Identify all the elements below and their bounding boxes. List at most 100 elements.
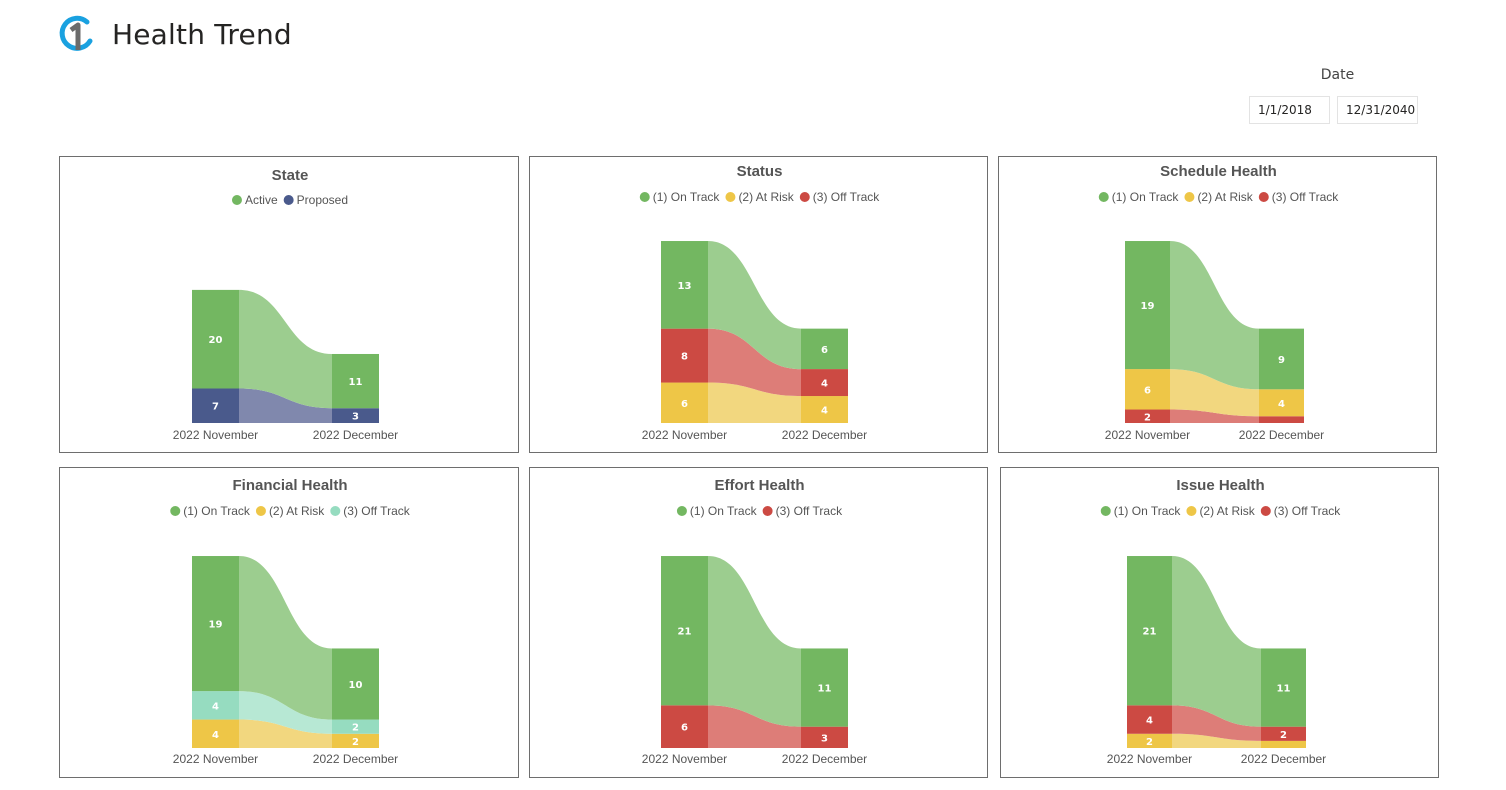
chart-title: Schedule Health xyxy=(1160,163,1277,180)
ribbon-proposed[interactable] xyxy=(239,388,332,423)
legend-item-1-on-track[interactable]: (1) On Track xyxy=(676,504,758,518)
bar-1-on-track-2022-december[interactable] xyxy=(1261,648,1306,727)
bar-2-at-risk-2022-december[interactable] xyxy=(801,396,848,423)
ribbon-active[interactable] xyxy=(239,289,332,409)
bar-1-on-track-2022-december[interactable] xyxy=(1259,328,1304,390)
bar-2-at-risk-2022-december[interactable] xyxy=(1261,740,1306,748)
ribbons xyxy=(239,289,332,423)
bars xyxy=(192,289,379,423)
ribbon-3-off-track[interactable] xyxy=(1172,705,1261,741)
bar-2-at-risk-2022-november[interactable] xyxy=(1125,369,1170,410)
legend-item-1-on-track[interactable]: (1) On Track xyxy=(1100,504,1182,518)
legend-item-3-off-track[interactable]: (3) Off Track xyxy=(1260,504,1341,518)
legend-item-2-at-risk[interactable]: (2) At Risk xyxy=(725,190,795,204)
legend-label: (3) Off Track xyxy=(1274,504,1341,518)
bar-3-off-track-2022-december[interactable] xyxy=(801,369,848,397)
bar-active-2022-december[interactable] xyxy=(332,353,379,409)
bar-1-on-track-2022-december[interactable] xyxy=(801,328,848,370)
ribbon-2-at-risk[interactable] xyxy=(239,719,332,748)
x-axis-tick-label: 2022 November xyxy=(1107,752,1192,766)
bar-3-off-track-2022-november[interactable] xyxy=(1127,705,1172,734)
legend-item-1-on-track[interactable]: (1) On Track xyxy=(170,504,251,518)
bar-1-on-track-2022-november[interactable] xyxy=(1127,556,1172,706)
ribbon-2-at-risk[interactable] xyxy=(708,382,801,423)
bar-labels: 4 2 4 2 19 10 xyxy=(209,620,363,748)
bar-2-at-risk-2022-november[interactable] xyxy=(661,382,708,423)
financial-health-chart-panel[interactable]: Financial Health (1) On Track (2) At Risk (… xyxy=(59,467,519,778)
ribbon-1-on-track[interactable] xyxy=(1170,241,1259,390)
ribbon-1-on-track[interactable] xyxy=(708,556,801,727)
financial-health-ribbon-chart: Financial Health (1) On Track (2) At Risk (… xyxy=(170,477,411,766)
x-axis-tick-label: 2022 December xyxy=(782,752,867,766)
bar-3-off-track-2022-november[interactable] xyxy=(1125,409,1170,423)
legend-item-proposed[interactable]: Proposed xyxy=(283,193,348,207)
bar-3-off-track-2022-november[interactable] xyxy=(661,705,708,748)
legend-label: (3) Off Track xyxy=(1272,190,1339,204)
data-label: 6 xyxy=(821,345,828,356)
ribbon-2-at-risk[interactable] xyxy=(1170,369,1259,417)
legend-item-3-off-track[interactable]: (3) Off Track xyxy=(799,190,880,204)
x-axis-tick-label: 2022 December xyxy=(313,428,398,442)
legend-item-1-on-track[interactable]: (1) On Track xyxy=(639,190,721,204)
data-label: 2 xyxy=(1280,730,1287,741)
legend-marker xyxy=(1260,506,1271,516)
ribbon-2-at-risk[interactable] xyxy=(1172,733,1261,748)
chart-legend: Active Proposed xyxy=(231,193,348,207)
x-axis-tick-label: 2022 December xyxy=(1241,752,1326,766)
bar-1-on-track-2022-november[interactable] xyxy=(661,556,708,706)
state-chart-panel[interactable]: State Active Proposed 7 3 20 11 2022 November 20… xyxy=(59,156,519,453)
legend-item-2-at-risk[interactable]: (2) At Risk xyxy=(1184,190,1254,204)
bar-2-at-risk-2022-december[interactable] xyxy=(332,733,379,748)
date-start-input[interactable]: 1/1/2018 xyxy=(1249,96,1330,124)
ribbon-1-on-track[interactable] xyxy=(1172,556,1261,727)
bar-1-on-track-2022-november[interactable] xyxy=(661,241,708,329)
bar-3-off-track-2022-december[interactable] xyxy=(1261,726,1306,741)
bar-1-on-track-2022-december[interactable] xyxy=(801,648,848,727)
status-chart-panel[interactable]: Status (1) On Track (2) At Risk (3) Off Tra… xyxy=(529,156,988,453)
legend-item-1-on-track[interactable]: (1) On Track xyxy=(1098,190,1180,204)
data-label: 2 xyxy=(352,737,359,748)
bar-3-off-track-2022-december[interactable] xyxy=(801,726,848,748)
bar-3-off-track-2022-november[interactable] xyxy=(661,328,708,383)
ribbon-3-off-track[interactable] xyxy=(239,691,332,734)
issue-health-chart-panel[interactable]: Issue Health (1) On Track (2) At Risk (3) O… xyxy=(1000,467,1439,778)
ribbon-3-off-track[interactable] xyxy=(708,705,801,748)
bar-2-at-risk-2022-december[interactable] xyxy=(1259,389,1304,417)
ribbon-3-off-track[interactable] xyxy=(1170,409,1259,423)
x-axis-tick-label: 2022 November xyxy=(1105,428,1190,442)
bar-proposed-2022-november[interactable] xyxy=(192,388,239,423)
legend-item-3-off-track[interactable]: (3) Off Track xyxy=(762,504,843,518)
bar-2-at-risk-2022-november[interactable] xyxy=(192,719,239,748)
bar-3-off-track-2022-december[interactable] xyxy=(332,719,379,734)
bar-3-off-track-2022-november[interactable] xyxy=(192,691,239,720)
bar-2-at-risk-2022-november[interactable] xyxy=(1127,733,1172,748)
bar-1-on-track-2022-november[interactable] xyxy=(192,556,239,692)
legend-item-2-at-risk[interactable]: (2) At Risk xyxy=(255,504,325,518)
bar-active-2022-november[interactable] xyxy=(192,289,239,389)
bar-proposed-2022-december[interactable] xyxy=(332,408,379,423)
bars xyxy=(661,556,848,748)
data-label: 2 xyxy=(1144,412,1151,423)
legend-item-2-at-risk[interactable]: (2) At Risk xyxy=(1186,504,1256,518)
date-end-input[interactable]: 12/31/2040 xyxy=(1337,96,1418,124)
chart-title: Financial Health xyxy=(232,477,347,494)
ribbon-1-on-track[interactable] xyxy=(239,556,332,720)
bar-1-on-track-2022-december[interactable] xyxy=(332,648,379,720)
bar-3-off-track-2022-december[interactable] xyxy=(1259,416,1304,423)
effort-health-chart-panel[interactable]: Effort Health (1) On Track (3) Off Track 6 3… xyxy=(529,467,988,778)
data-label: 8 xyxy=(681,352,688,363)
ribbon-3-off-track[interactable] xyxy=(708,328,801,397)
ribbons xyxy=(708,556,801,748)
legend-item-3-off-track[interactable]: (3) Off Track xyxy=(1258,190,1339,204)
data-label: 21 xyxy=(1143,627,1157,638)
legend-item-active[interactable]: Active xyxy=(231,193,278,207)
bar-1-on-track-2022-november[interactable] xyxy=(1125,241,1170,370)
schedule-health-chart-panel[interactable]: Schedule Health (1) On Track (2) At Risk (3… xyxy=(998,156,1437,453)
ribbons xyxy=(1172,556,1261,748)
bars xyxy=(192,556,379,748)
legend-marker xyxy=(762,506,773,516)
legend-item-3-off-track[interactable]: (3) Off Track xyxy=(330,504,411,518)
ribbon-1-on-track[interactable] xyxy=(708,241,801,370)
data-label: 13 xyxy=(678,281,692,292)
legend-label: (2) At Risk xyxy=(1199,504,1255,518)
